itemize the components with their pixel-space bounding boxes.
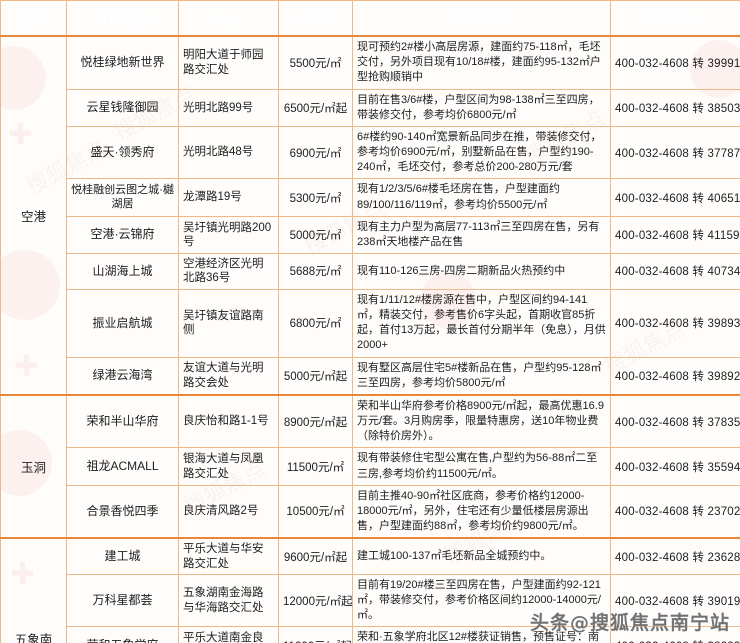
- hotline-cell[interactable]: 400-032-4608 转 406519: [610, 178, 740, 217]
- news-cell: 现有带装修住宅型公寓在售,户型约为56-88㎡二至三房,参考均价约11500元/…: [352, 447, 611, 486]
- price-cell: 12000元/㎡起: [278, 573, 353, 628]
- table-row: 绿港云海湾 友谊大道与光明路交会处 5000元/㎡起 现有墅区高层住宅5#楼新品…: [1, 356, 740, 396]
- hotline-cell[interactable]: 400-032-4608 转 399915: [610, 34, 740, 90]
- table-row: 山湖海上城 空港经济区光明北路36号 5688元/㎡ 现有110-126三房-四…: [1, 253, 740, 290]
- price-cell: 5500元/㎡: [278, 34, 353, 90]
- address-cell: 良庆清风路2号: [178, 484, 279, 539]
- hotline-cell[interactable]: 400-032-4608 转 407342: [610, 253, 740, 290]
- news-cell: 现有主力户型为高层77-113㎡三至四房在售，另有238㎡天地楼产品在售: [352, 215, 611, 255]
- table-row: 悦桂融创云图之城·樾湖居 龙潭路19号 5300元/㎡ 现有1/2/3/5/6#…: [1, 178, 740, 217]
- address-cell: 平乐大道南金良路25号: [178, 626, 279, 643]
- table-header: 区域 项目名称 地址 价格 最新动态 咨询热线: [0, 0, 740, 37]
- table-row: 万科星都荟 五象湖南金海路与华海路交汇处 12000元/㎡起 目前有19/20#…: [1, 573, 740, 628]
- hotline-cell[interactable]: 400-032-4608 转 378353: [610, 393, 740, 449]
- column-header-address: 地址: [178, 0, 279, 37]
- project-name-cell: 悦桂绿地新世界: [66, 34, 179, 90]
- price-cell: 5000元/㎡: [278, 215, 353, 255]
- project-name-cell: 云星钱隆御园: [66, 88, 179, 127]
- hotline-cell[interactable]: 400-032-4608 转 236288: [610, 537, 740, 575]
- column-header-hotline: 咨询热线: [610, 0, 740, 37]
- column-header-region: 区域: [0, 0, 67, 37]
- project-name-cell: 荣和半山华府: [66, 393, 179, 449]
- address-cell: 吴圩镇友谊路南侧: [178, 288, 279, 358]
- table-row: 云星钱隆御园 光明北路99号 6500元/㎡起 目前在售3/6#楼，户型区间为9…: [1, 88, 740, 127]
- project-name-cell: 空港·云锦府: [66, 215, 179, 255]
- project-name-cell: 悦桂融创云图之城·樾湖居: [66, 178, 179, 217]
- address-cell: 平乐大道与华安路交汇处: [178, 537, 279, 575]
- price-cell: 5300元/㎡: [278, 178, 353, 217]
- project-name-cell: 合景香悦四季: [66, 484, 179, 539]
- hotline-cell[interactable]: 400-032-4608 转 411599: [610, 215, 740, 255]
- price-cell: 11000元/㎡起: [278, 626, 353, 643]
- price-cell: 8900元/㎡起: [278, 393, 353, 449]
- news-cell: 现有墅区高层住宅5#楼新品在售，户型约95-128㎡三至四房，参考均价5800元…: [352, 356, 611, 396]
- column-header-project: 项目名称: [66, 0, 179, 37]
- table-row: 振业启航城 吴圩镇友谊路南侧 6800元/㎡ 现有1/11/12#楼房源在售中，…: [1, 288, 740, 358]
- hotline-cell[interactable]: 400-032-4608 转 385038: [610, 88, 740, 127]
- news-cell: 目前在售3/6#楼，户型区间为98-138㎡三至四房，带装修交付，参考均价680…: [352, 88, 611, 127]
- address-cell: 良庆怡和路1-1号: [178, 393, 279, 449]
- project-name-cell: 祖龙ACMALL: [66, 447, 179, 486]
- project-name-cell: 建工城: [66, 537, 179, 575]
- region-cell-konggang: 空港: [0, 35, 67, 396]
- address-cell: 银海大道与凤凰路交汇处: [178, 447, 279, 486]
- hotline-cell[interactable]: 400-032-4608 转 377872: [610, 125, 740, 180]
- table-row: 合景香悦四季 良庆清风路2号 10500元/㎡ 目前主推40-90㎡社区底商，参…: [1, 484, 740, 539]
- table-row: 五象南 建工城 平乐大道与华安路交汇处 9600元/㎡起 建工城100-137㎡…: [0, 537, 740, 643]
- address-cell: 空港经济区光明北路36号: [178, 253, 279, 290]
- address-cell: 吴圩镇光明路200号: [178, 215, 279, 255]
- region-cell-yudong: 玉洞: [0, 393, 67, 539]
- address-cell: 友谊大道与光明路交会处: [178, 356, 279, 396]
- project-name-cell: 振业启航城: [66, 288, 179, 358]
- price-cell: 11500元/㎡: [278, 447, 353, 486]
- address-cell: 龙潭路19号: [178, 178, 279, 217]
- column-header-price: 价格: [278, 0, 353, 37]
- price-cell: 6800元/㎡: [278, 288, 353, 358]
- hotline-cell[interactable]: 400-032-4608 转 398927: [610, 356, 740, 396]
- hotline-cell[interactable]: 400-032-4608 转 398932: [610, 288, 740, 358]
- hotline-cell[interactable]: 400-032-4608 转 355942: [610, 447, 740, 486]
- news-cell: 目前主推40-90㎡社区底商，参考价格约12000-18000元/㎡，另外，住宅…: [352, 484, 611, 539]
- price-cell: 6900元/㎡: [278, 125, 353, 180]
- table-body: 空港 悦桂绿地新世界 明阳大道于师园路交汇处 5500元/㎡ 现可预约2#楼小高…: [0, 34, 740, 643]
- address-cell: 光明北路48号: [178, 125, 279, 180]
- price-cell: 5000元/㎡起: [278, 356, 353, 396]
- table-row: 盛天·领秀府 光明北路48号 6900元/㎡ 6#楼约90-140㎡宽景新品同步…: [1, 125, 740, 180]
- region-cell-wuxiangnan: 五象南: [0, 537, 67, 643]
- project-name-cell: 山湖海上城: [66, 253, 179, 290]
- news-cell: 现有1/2/3/5/6#楼毛坯房在售，户型建面约89/100/116/119㎡，…: [352, 178, 611, 217]
- news-cell: 目前有19/20#楼三至四房在售，户型建面约92-121㎡，带装修交付，参考价格…: [352, 573, 611, 628]
- price-cell: 6500元/㎡起: [278, 88, 353, 127]
- table-row: 荣和五象学府 平乐大道南金良路25号 11000元/㎡起 荣和·五象学府北区12…: [1, 626, 740, 643]
- news-cell: 6#楼约90-140㎡宽景新品同步在推，带装修交付，参考均价6900元/㎡，别墅…: [352, 125, 611, 180]
- news-cell: 荣和·五象学府北区12#楼获证销售，预售证号：南房预字（2020）第053号，预…: [352, 626, 611, 643]
- hotline-cell[interactable]: 400-032-4608 转 237022: [610, 484, 740, 539]
- table-row: 空港·云锦府 吴圩镇光明路200号 5000元/㎡ 现有主力户型为高层77-11…: [1, 215, 740, 255]
- table-row: 玉洞 荣和半山华府 良庆怡和路1-1号 8900元/㎡起 荣和半山华府参考价格8…: [0, 393, 740, 539]
- hotline-cell[interactable]: 400-032-4608 转 390198: [610, 573, 740, 628]
- price-cell: 9600元/㎡起: [278, 537, 353, 575]
- column-header-news: 最新动态: [352, 0, 611, 37]
- address-cell: 五象湖南金海路与华海路交汇处: [178, 573, 279, 628]
- table-row: 空港 悦桂绿地新世界 明阳大道于师园路交汇处 5500元/㎡ 现可预约2#楼小高…: [0, 34, 740, 396]
- news-cell: 现可预约2#楼小高层房源，建面约75-118㎡，毛坯交付，另外项目现有10/18…: [352, 34, 611, 90]
- project-name-cell: 盛天·领秀府: [66, 125, 179, 180]
- address-cell: 光明北路99号: [178, 88, 279, 127]
- hotline-cell[interactable]: 400-032-4608 转 382239: [610, 626, 740, 643]
- price-cell: 10500元/㎡: [278, 484, 353, 539]
- news-cell: 建工城100-137㎡毛坯新品全城预约中。: [352, 537, 611, 575]
- news-cell: 荣和半山华府参考价格8900元/㎡起，最高优惠16.9万元/套。3月购房季，限量…: [352, 393, 611, 449]
- project-name-cell: 万科星都荟: [66, 573, 179, 628]
- news-cell: 现有110-126三房-四房二期新品火热预约中: [352, 253, 611, 290]
- news-cell: 现有1/11/12#楼房源在售中，户型区间约94-141㎡，精装交付，参考售价6…: [352, 288, 611, 358]
- header-row: 区域 项目名称 地址 价格 最新动态 咨询热线: [0, 0, 740, 37]
- project-name-cell: 绿港云海湾: [66, 356, 179, 396]
- table-row: 祖龙ACMALL 银海大道与凤凰路交汇处 11500元/㎡ 现有带装修住宅型公寓…: [1, 447, 740, 486]
- address-cell: 明阳大道于师园路交汇处: [178, 34, 279, 90]
- price-cell: 5688元/㎡: [278, 253, 353, 290]
- project-name-cell: 荣和五象学府: [66, 626, 179, 643]
